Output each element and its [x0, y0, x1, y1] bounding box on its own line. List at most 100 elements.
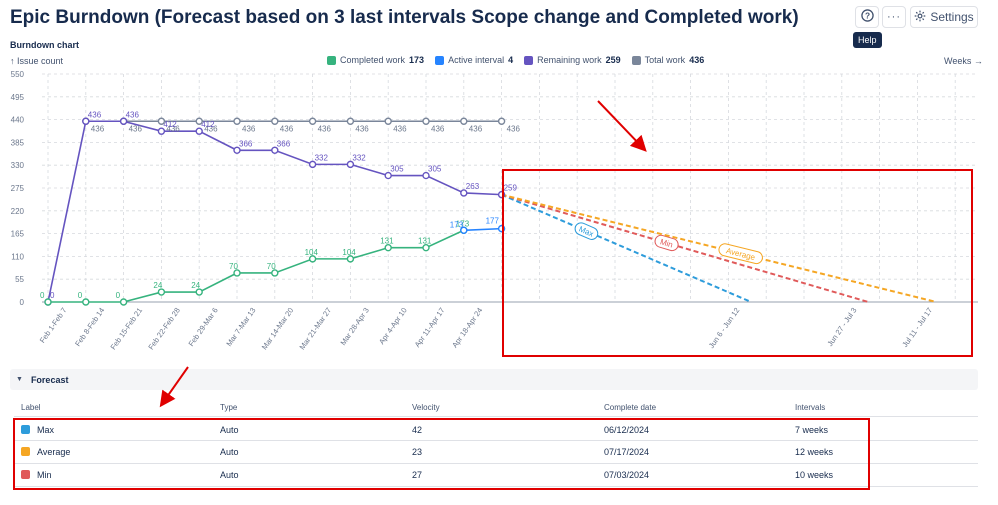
- data-label-total: 436: [280, 124, 294, 133]
- x-tick-label: Mar 7-Mar 13: [224, 306, 257, 348]
- data-label-total: 436: [166, 124, 180, 133]
- row-type: Auto: [220, 425, 239, 435]
- y-tick-label: 330: [11, 161, 25, 170]
- col-header-label: Label: [21, 403, 41, 412]
- more-button[interactable]: ···: [882, 6, 906, 28]
- legend-active-interval[interactable]: Active interval 4: [435, 55, 513, 65]
- forecast-label-pill: [718, 243, 763, 265]
- data-label-completed: 70: [229, 262, 238, 271]
- data-point: [195, 117, 203, 125]
- y-tick-label: 220: [11, 207, 25, 216]
- data-label-active: 177: [486, 217, 500, 226]
- legend-swatch: [631, 55, 641, 65]
- row-type: Auto: [220, 470, 239, 480]
- x-tick-label-forecast: Jun 6 - Jun 12: [707, 306, 742, 350]
- data-label-completed: 104: [342, 248, 356, 257]
- help-button[interactable]: ?: [855, 6, 879, 28]
- y-tick-label: 550: [11, 70, 25, 79]
- row-velocity: 42: [412, 425, 423, 435]
- x-tick-label: Apr 11-Apr 17: [413, 306, 447, 349]
- row-intervals: 7 weeks: [795, 425, 829, 435]
- row-velocity: 23: [412, 447, 423, 457]
- forecast-label-pill: [654, 234, 679, 252]
- data-label-remaining: 332: [352, 153, 366, 162]
- chart-title: Burndown chart: [10, 40, 79, 50]
- legend-completed-work[interactable]: Completed work 173: [327, 55, 424, 65]
- data-point: [271, 146, 279, 154]
- chevron-down-icon: ▼: [16, 376, 23, 383]
- row-complete-date: 06/12/2024: [604, 425, 650, 435]
- x-axis-unit[interactable]: Weeks →: [944, 56, 983, 66]
- annotation-box-forecast-table: [13, 418, 870, 490]
- divider: [14, 440, 978, 441]
- col-header-velocity: Velocity: [412, 403, 440, 412]
- y-tick-label: 165: [11, 230, 25, 239]
- data-label-remaining: 412: [163, 120, 177, 129]
- x-tick-label: Feb 29-Mar 6: [187, 306, 220, 348]
- divider: [14, 486, 978, 487]
- legend-total-work[interactable]: Total work 436: [631, 55, 704, 65]
- x-tick-label: Mar 28-Apr 3: [338, 306, 370, 347]
- gear-icon: [914, 10, 926, 25]
- row-label: Max: [37, 425, 55, 435]
- data-label-total: 436: [431, 124, 445, 133]
- data-point: [271, 269, 279, 277]
- data-label-total: 436: [204, 124, 218, 133]
- data-label-remaining: 259: [504, 184, 518, 193]
- x-tick-label: Feb 22-Feb 28: [146, 306, 182, 351]
- data-label-total: 436: [242, 124, 256, 133]
- help-tooltip: Help: [853, 32, 882, 48]
- data-point: [346, 160, 355, 169]
- x-tick-label: Apr 18-Apr 24: [450, 306, 484, 349]
- legend-remaining-work[interactable]: Remaining work 259: [524, 55, 621, 65]
- data-label-total: 436: [469, 124, 483, 133]
- data-point: [460, 226, 468, 234]
- data-label-total: 436: [318, 124, 332, 133]
- y-axis-unit[interactable]: ↑ Issue count: [10, 56, 64, 66]
- data-label-remaining: 305: [390, 165, 404, 174]
- more-icon: ···: [887, 11, 901, 23]
- row-complete-date: 07/03/2024: [604, 470, 650, 480]
- page-title: Epic Burndown (Forecast based on 3 last …: [10, 7, 799, 28]
- data-label-completed: 24: [191, 281, 200, 290]
- data-label-completed: 0: [116, 291, 121, 300]
- data-point: [497, 224, 506, 233]
- row-color-swatch: [21, 447, 30, 456]
- chart-legend: Completed work 173 Active interval 4 Rem…: [327, 55, 704, 65]
- data-label-total: 436: [507, 124, 521, 133]
- y-tick-label: 110: [11, 252, 24, 261]
- data-point: [460, 117, 468, 125]
- data-label-remaining: 0: [50, 291, 55, 300]
- data-point: [497, 117, 506, 125]
- row-type: Auto: [220, 447, 239, 457]
- y-tick-label: 495: [11, 93, 25, 102]
- col-header-complete-date: Complete date: [604, 403, 657, 412]
- y-tick-label: 385: [11, 138, 25, 147]
- forecast-section-toggle[interactable]: ▼ Forecast: [10, 369, 978, 390]
- data-point: [233, 146, 241, 154]
- data-point: [157, 117, 166, 125]
- data-label-completed: 104: [305, 248, 319, 257]
- data-label-remaining: 412: [201, 120, 215, 129]
- series-line: [48, 229, 465, 303]
- data-point: [119, 298, 128, 306]
- forecast-label-pill: [574, 222, 599, 240]
- data-label-completed: 24: [153, 281, 162, 290]
- settings-button[interactable]: Settings: [910, 6, 978, 28]
- data-label-completed: 131: [418, 237, 432, 246]
- data-point: [233, 269, 241, 277]
- row-complete-date: 07/17/2024: [604, 447, 650, 457]
- settings-label: Settings: [930, 10, 974, 24]
- data-point: [157, 288, 166, 296]
- data-point: [119, 117, 128, 125]
- legend-swatch: [327, 55, 336, 65]
- data-point: [44, 298, 52, 306]
- divider: [14, 463, 978, 464]
- data-label-remaining: 436: [126, 110, 140, 119]
- burndown-chart: 0 55 110 165 220 275 330 385 440 495 550 Feb 1-Feb …: [11, 70, 978, 351]
- col-header-intervals: Intervals: [795, 403, 826, 412]
- divider: [14, 416, 978, 417]
- row-intervals: 12 weeks: [795, 447, 834, 457]
- data-label-total: 436: [129, 124, 143, 133]
- y-tick-label: 275: [11, 184, 25, 193]
